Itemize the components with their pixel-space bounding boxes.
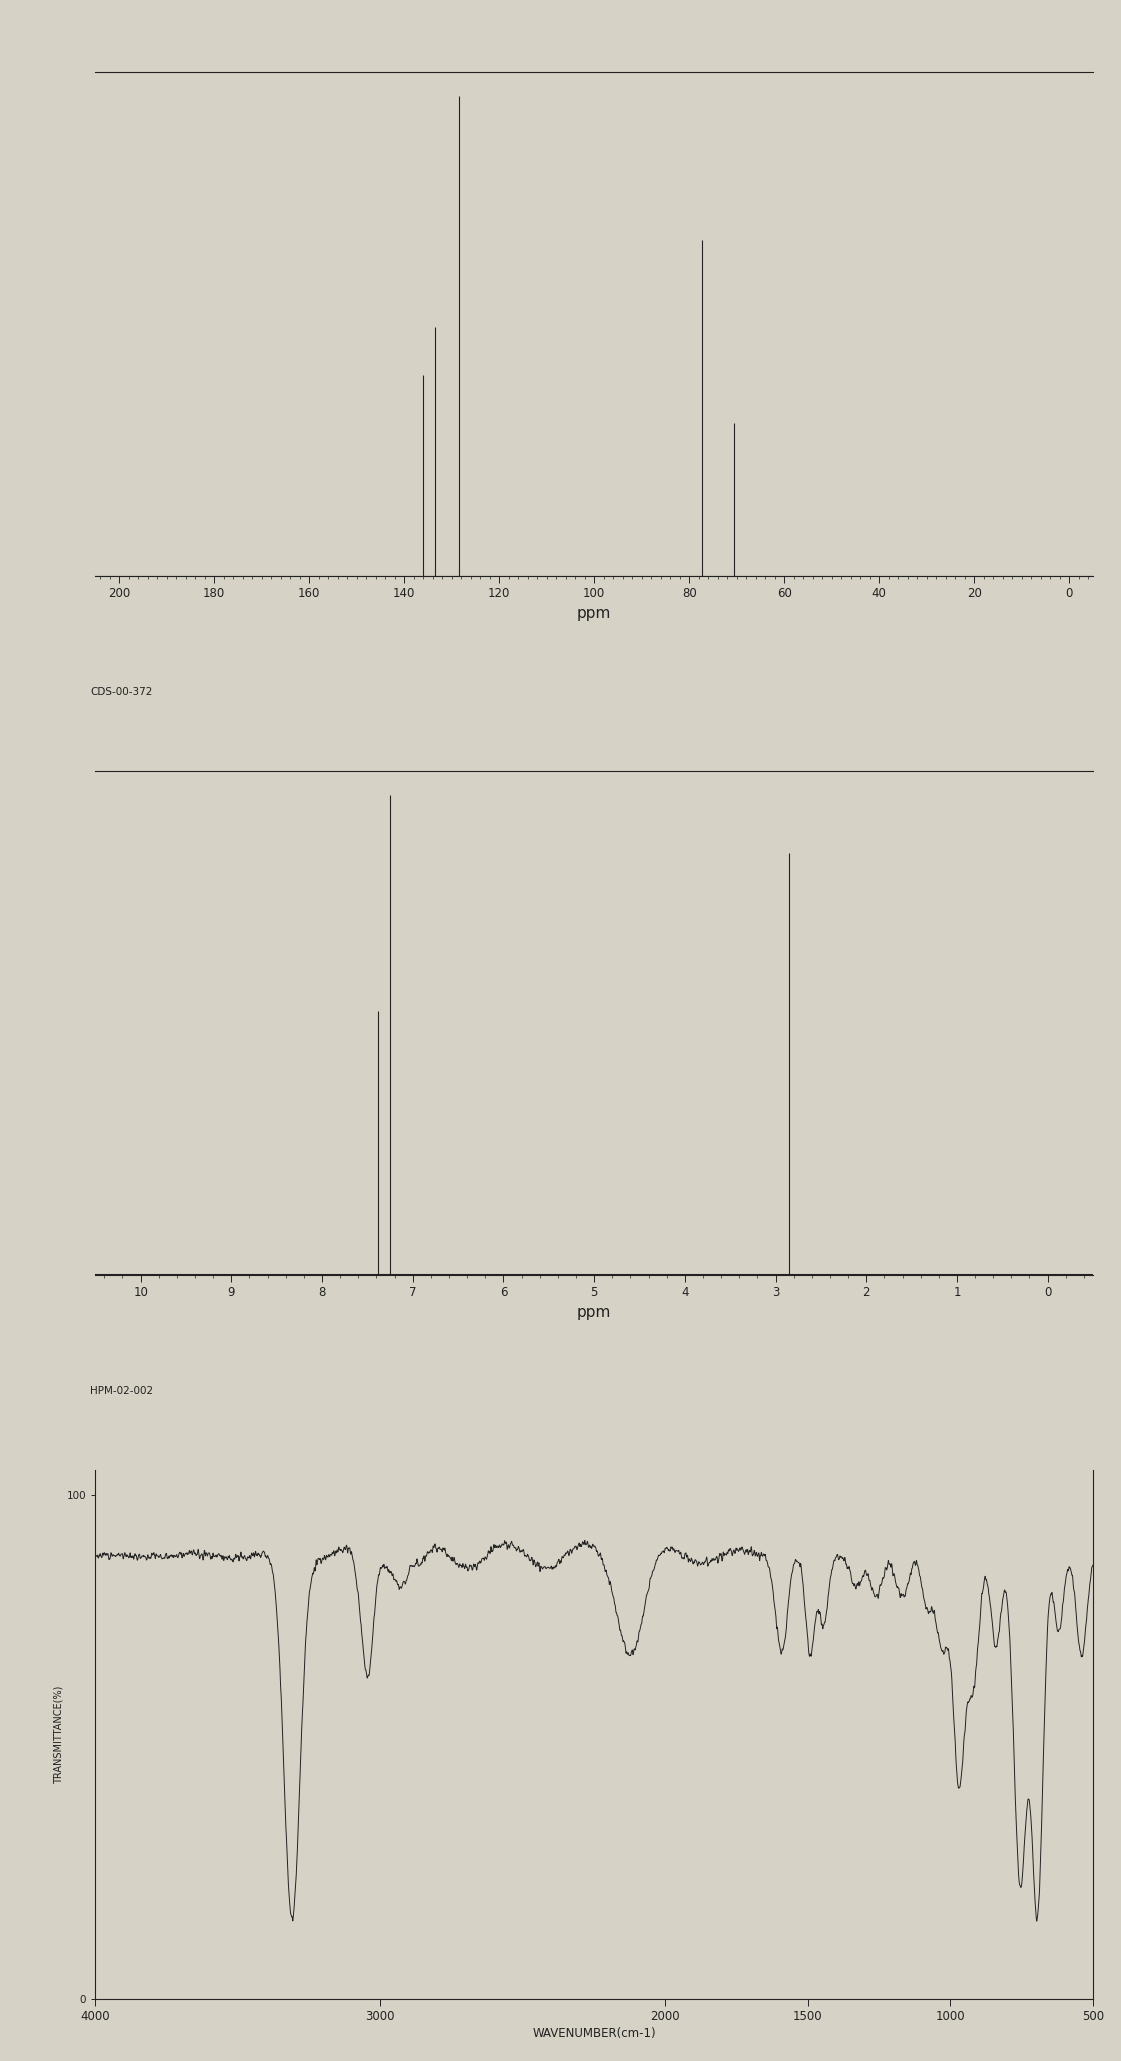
X-axis label: WAVENUMBER(cm-1): WAVENUMBER(cm-1) <box>532 2028 656 2040</box>
X-axis label: ppm: ppm <box>577 1305 611 1319</box>
Text: CDS-00-372: CDS-00-372 <box>91 686 152 697</box>
Y-axis label: TRANSMITTANCE(%): TRANSMITTANCE(%) <box>54 1686 64 1783</box>
X-axis label: ppm: ppm <box>577 606 611 620</box>
Text: HPM-02-002: HPM-02-002 <box>91 1385 154 1395</box>
